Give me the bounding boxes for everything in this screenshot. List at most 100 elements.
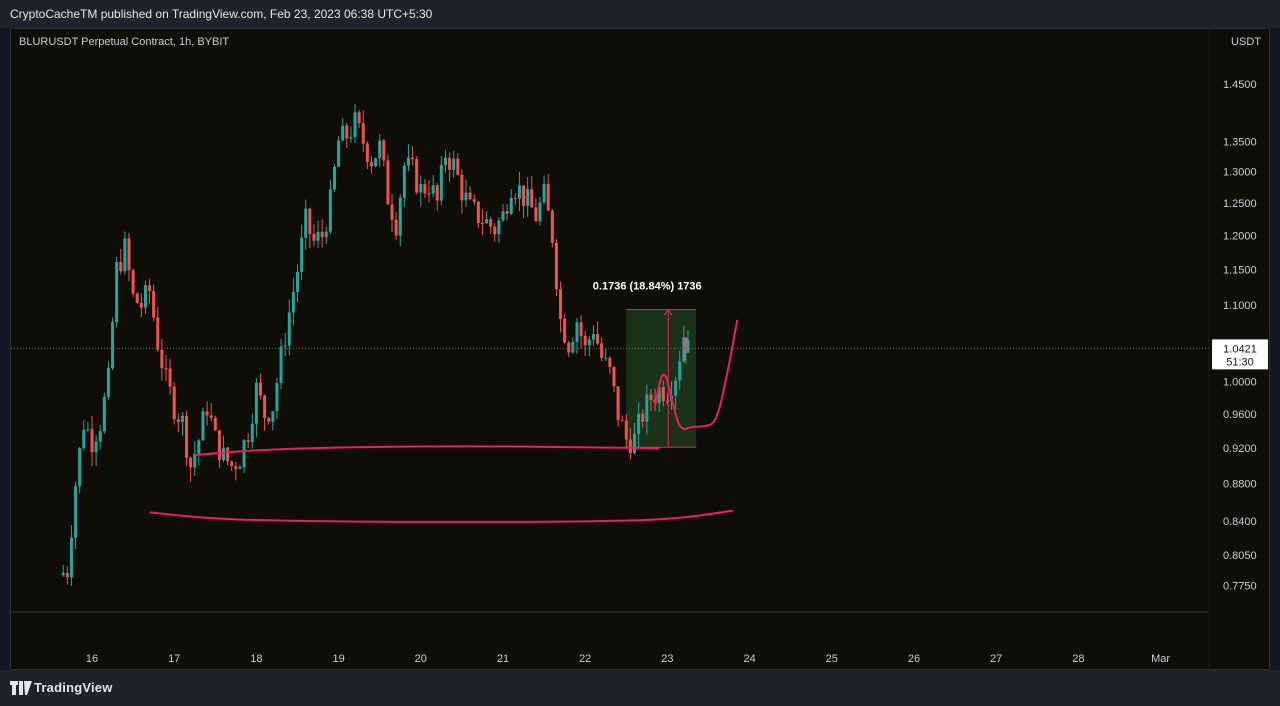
candle-body	[152, 290, 156, 318]
candle-body	[374, 158, 378, 167]
candle-body	[226, 447, 230, 462]
candle-body	[217, 430, 221, 460]
x-tick-label: 16	[86, 653, 98, 665]
candle-body	[501, 211, 505, 221]
candle-body	[82, 429, 86, 449]
candle-body	[435, 185, 439, 201]
candle-body	[267, 418, 271, 422]
candle-body	[522, 185, 526, 206]
x-tick-label: 26	[908, 653, 920, 665]
candle-body	[361, 123, 365, 144]
candle-body	[452, 158, 456, 170]
candle-body	[485, 219, 489, 224]
candle-body	[287, 312, 291, 346]
candle-body	[283, 345, 287, 347]
candle-body	[209, 415, 213, 418]
candle-body	[575, 322, 579, 342]
candle-body	[480, 222, 484, 224]
candle-body	[628, 439, 632, 454]
x-tick-label: 22	[579, 653, 591, 665]
candle-body	[172, 386, 176, 420]
candle-body	[324, 231, 328, 238]
candle-body	[517, 185, 521, 199]
candle-body	[526, 189, 530, 206]
chart-area[interactable]: 1.4500 1.3500 1.3000 1.2500 1.2000 1.1500 1.10…	[10, 28, 1270, 670]
candle-body	[649, 394, 653, 400]
candle-body	[143, 285, 147, 308]
candle-body	[275, 383, 279, 412]
candle-body	[678, 361, 682, 381]
candle-body	[115, 261, 119, 323]
y-tick-label: 0.8400	[1223, 516, 1257, 528]
candle-body	[94, 441, 98, 453]
candle-body	[160, 349, 164, 369]
candle-body	[139, 302, 143, 308]
candle-body	[176, 419, 180, 423]
candle-body	[612, 367, 616, 387]
candle-body	[534, 207, 538, 222]
candle-body	[637, 413, 641, 434]
x-tick-label: 19	[332, 653, 344, 665]
candle-body	[616, 386, 620, 421]
candle-body	[476, 201, 480, 223]
x-tick-label: 23	[661, 653, 673, 665]
candle-body	[102, 396, 106, 432]
support-curve	[194, 445, 660, 457]
candle-body	[78, 448, 82, 487]
candle-body	[320, 231, 324, 238]
candle-body	[135, 293, 139, 303]
candle-body	[119, 261, 123, 272]
candle-body	[271, 411, 275, 422]
current-price-tag	[1212, 339, 1268, 370]
candle-body	[641, 413, 645, 422]
candle-body	[596, 334, 600, 344]
y-tick-label: 1.2500	[1223, 198, 1257, 210]
candle-body	[583, 335, 587, 346]
candle-body	[98, 431, 102, 442]
candlestick-chart[interactable]: 1.4500 1.3500 1.3000 1.2500 1.2000 1.1500 1.10…	[11, 29, 1269, 669]
tradingview-logo-icon	[10, 681, 32, 695]
candle-body	[620, 420, 624, 422]
candle-body	[456, 158, 460, 175]
candle-body	[439, 164, 443, 201]
x-tick-label: 21	[497, 653, 509, 665]
candle-body	[378, 140, 382, 159]
candle-body	[530, 189, 534, 208]
y-tick-label: 0.9600	[1223, 409, 1257, 421]
candle-body	[624, 420, 628, 440]
candle-body	[242, 440, 246, 468]
candle-body	[185, 415, 189, 458]
candle-body	[189, 457, 193, 468]
candle-body	[263, 395, 267, 419]
candle-body	[259, 382, 263, 396]
candle-body	[131, 270, 135, 294]
candle-body	[567, 342, 571, 353]
candle-body	[394, 219, 398, 236]
candle-body	[489, 219, 493, 227]
candle-body	[419, 183, 423, 193]
candle-body	[493, 226, 497, 235]
candle-body	[90, 429, 94, 453]
footer-bar: TradingView	[0, 670, 1280, 706]
candle-body	[591, 334, 595, 340]
x-tick-label: 27	[990, 653, 1002, 665]
y-tick-label: 1.4500	[1223, 79, 1257, 91]
candles-layer	[61, 103, 690, 586]
candle-body	[296, 271, 299, 292]
candle-body	[246, 440, 250, 442]
x-tick-label: 25	[826, 653, 838, 665]
candle-body	[328, 189, 332, 232]
candle-body	[460, 174, 464, 201]
candle-body	[661, 386, 665, 401]
candle-body	[156, 317, 160, 350]
candle-body	[345, 125, 349, 139]
price-unit-label: USDT	[1231, 36, 1261, 48]
projection-curve	[654, 319, 739, 431]
candle-body	[111, 322, 115, 368]
candle-body	[406, 157, 410, 166]
candle-body	[431, 185, 435, 194]
y-tick-label: 1.2000	[1223, 231, 1257, 243]
candle-body	[497, 220, 501, 235]
candle-body	[312, 233, 316, 241]
candle-body	[415, 159, 419, 193]
